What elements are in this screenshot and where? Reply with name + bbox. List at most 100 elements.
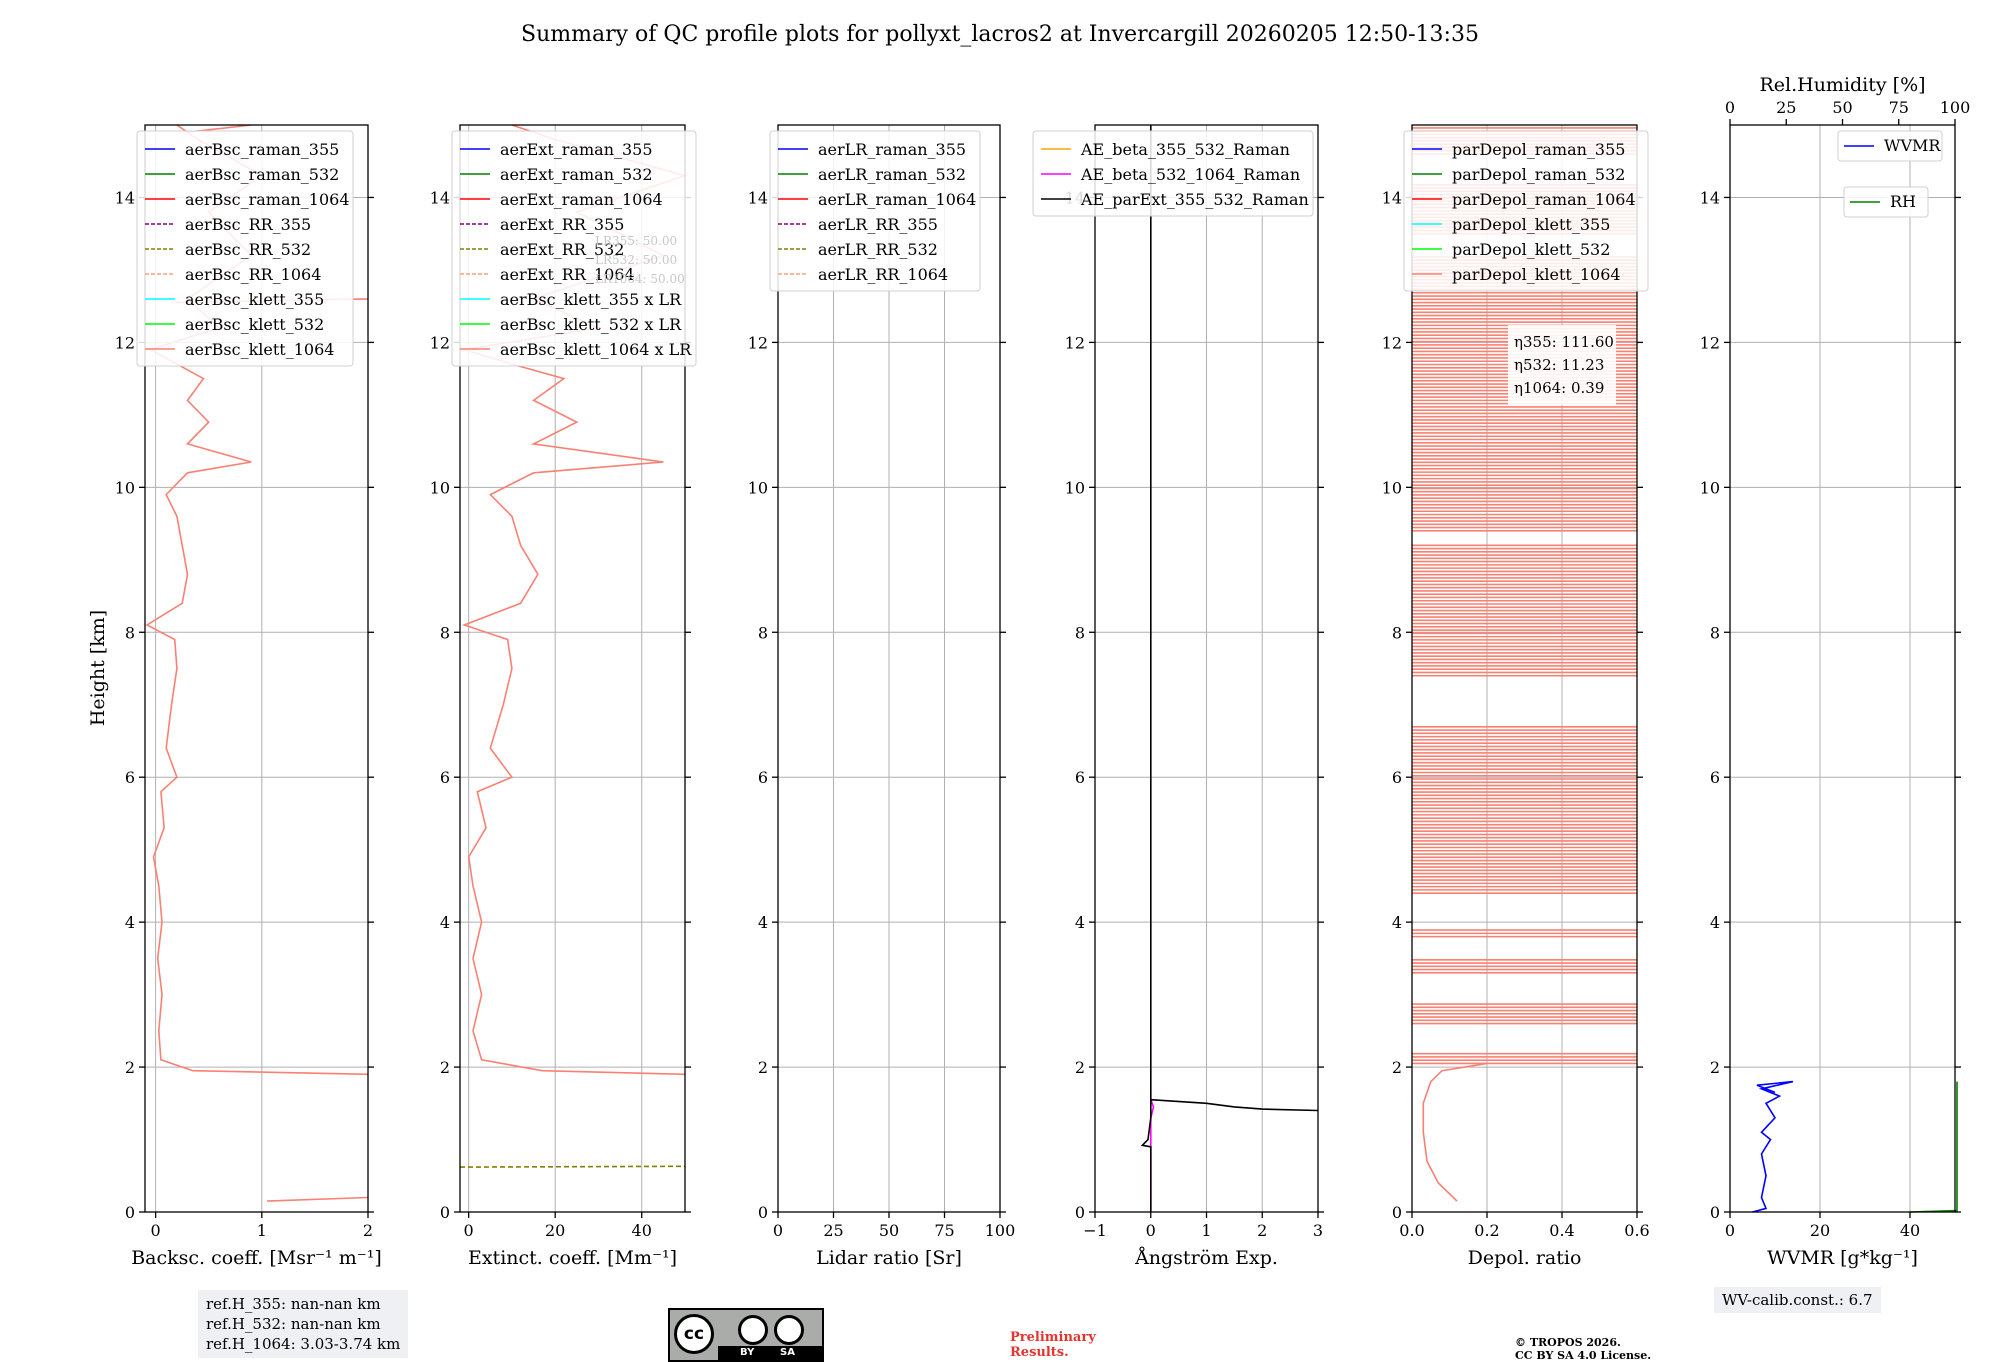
x-tick-label: −1 — [1083, 1221, 1107, 1240]
copyright-line-2: CC BY SA 4.0 License. — [1515, 1349, 1652, 1362]
plot-frame — [144, 124, 369, 1213]
x-tick-label: 0.2 — [1474, 1221, 1499, 1240]
eta-box — [1508, 325, 1616, 405]
share-alike-icon — [774, 1315, 804, 1345]
x-axis-label: Depol. ratio — [1468, 1247, 1582, 1269]
plot-frame — [1411, 124, 1638, 1213]
x-tick-label: 0 — [1146, 1221, 1156, 1240]
y-tick-label: 6 — [758, 768, 768, 787]
ref-height-532: ref.H_532: nan-nan km — [206, 1315, 381, 1333]
x-axis-label: Lidar ratio [Sr] — [816, 1247, 962, 1269]
preliminary-line-1: Preliminary — [1010, 1330, 1096, 1345]
y-tick-label: 6 — [1075, 768, 1085, 787]
y-tick-label: 10 — [1065, 478, 1085, 497]
top-x-tick-label: 50 — [1832, 98, 1852, 117]
x-tick-label: 75 — [934, 1221, 954, 1240]
legend-entry: aerExt_raman_1064 — [500, 190, 663, 209]
y-tick-label: 10 — [1700, 478, 1720, 497]
panel-depol: 0 2 4 6 8 10 12 14 0.0 0.2 0.4 0.6 Depol. ratio parDe… — [1382, 124, 1650, 1269]
legend-entry: WVMR — [1884, 136, 1941, 155]
legend-entry: aerExt_RR_1064 — [500, 265, 635, 284]
series-line-WVMR — [1752, 1080, 1794, 1213]
legend-box — [1843, 186, 1929, 218]
y-tick-label: 10 — [115, 478, 135, 497]
y-tick-label: 0 — [440, 1203, 450, 1222]
ref-height-355: ref.H_355: nan-nan km — [206, 1295, 381, 1313]
top-x-tick-label: 75 — [1889, 98, 1909, 117]
y-tick-label: 2 — [1710, 1058, 1720, 1077]
x-tick-label: 0 — [773, 1221, 783, 1240]
ref-height-1064: ref.H_1064: 3.03-3.74 km — [206, 1335, 401, 1353]
x-tick-label: 50 — [879, 1221, 899, 1240]
legend-entry: parDepol_klett_355 — [1452, 215, 1610, 234]
lidar-ratio-note: LR1064: 50.00 — [595, 272, 685, 286]
x-tick-label: 1 — [1201, 1221, 1211, 1240]
legend-box — [451, 130, 697, 367]
y-tick-label: 6 — [440, 768, 450, 787]
legend-entry: parDepol_raman_355 — [1452, 140, 1625, 159]
legend-box — [1032, 130, 1314, 217]
cc-logo-icon: cc — [674, 1314, 714, 1354]
preliminary-line-2: Results. — [1010, 1345, 1069, 1360]
legend-entry: parDepol_raman_1064 — [1452, 190, 1636, 209]
top-x-axis-label: Rel.Humidity [%] — [1759, 74, 1925, 96]
x-tick-label: 40 — [632, 1221, 652, 1240]
y-axis-label: Height [km] — [87, 610, 109, 726]
x-axis-label: Ångström Exp. — [1134, 1247, 1278, 1269]
legend-entry: aerLR_RR_1064 — [818, 265, 948, 284]
legend-entry: aerLR_raman_355 — [818, 140, 966, 159]
x-tick-label: 3 — [1313, 1221, 1323, 1240]
cc-license-badge: cc BY SA — [668, 1308, 824, 1362]
eta-value: η355: 111.60 — [1514, 333, 1614, 351]
legend-entry: aerExt_RR_532 — [500, 240, 624, 259]
panel-wv: 0 2 4 6 8 10 12 14 0 20 40 WVMR [g*kg⁻¹] 0 25 50 75 100 R… — [1700, 74, 1971, 1269]
y-tick-label: 14 — [115, 188, 135, 207]
x-tick-label: 0.4 — [1549, 1221, 1574, 1240]
y-tick-label: 4 — [125, 913, 135, 932]
x-tick-label: 0.0 — [1399, 1221, 1424, 1240]
lidar-ratio-note: LR532: 50.00 — [595, 253, 677, 267]
x-tick-label: 0 — [464, 1221, 474, 1240]
x-tick-label: 2 — [363, 1221, 373, 1240]
legend-entry: aerBsc_raman_1064 — [185, 190, 350, 209]
y-tick-label: 10 — [1382, 478, 1402, 497]
x-axis-label: WVMR [g*kg⁻¹] — [1767, 1247, 1918, 1269]
series-line-parDepol_klett_1064 — [1422, 1062, 1488, 1202]
y-tick-label: 0 — [1075, 1203, 1085, 1222]
legend-entry: AE_beta_532_1064_Raman — [1080, 165, 1300, 184]
legend-entry: aerBsc_raman_532 — [185, 165, 339, 184]
y-tick-label: 4 — [1392, 913, 1402, 932]
top-x-tick-label: 100 — [1940, 98, 1971, 117]
y-tick-label: 14 — [430, 188, 450, 207]
legend-box — [136, 130, 354, 367]
legend-entry: aerExt_raman_532 — [500, 165, 653, 184]
legend-entry: aerBsc_klett_355 — [185, 290, 324, 309]
y-tick-label: 2 — [125, 1058, 135, 1077]
y-tick-label: 6 — [1392, 768, 1402, 787]
legend-entry: aerBsc_RR_532 — [185, 240, 311, 259]
copyright-note: © TROPOS 2026. CC BY SA 4.0 License. — [1515, 1336, 1651, 1362]
legend-entry: aerLR_raman_1064 — [818, 190, 976, 209]
y-tick-label: 12 — [115, 333, 135, 352]
legend-box — [769, 130, 981, 292]
legend-entry: aerBsc_klett_532 x LR — [500, 315, 682, 334]
legend-entry: AE_beta_355_532_Raman — [1080, 140, 1290, 159]
y-tick-label: 12 — [430, 333, 450, 352]
panel-lr: 0 2 4 6 8 10 12 14 0 25 50 75 100 Lidar ratio [Sr] aer… — [748, 124, 1015, 1269]
legend-entry: aerBsc_klett_1064 — [185, 340, 334, 359]
y-tick-label: 14 — [748, 188, 768, 207]
figure-title: Summary of QC profile plots for pollyxt_… — [521, 22, 1479, 47]
legend-entry: aerBsc_RR_355 — [185, 215, 311, 234]
legend-entry: AE_parExt_355_532_Raman — [1080, 190, 1309, 209]
y-tick-label: 10 — [748, 478, 768, 497]
y-tick-label: 6 — [1710, 768, 1720, 787]
license-by-label: BY — [740, 1347, 755, 1358]
copyright-line-1: © TROPOS 2026. — [1515, 1336, 1621, 1349]
y-tick-label: 8 — [1392, 623, 1402, 642]
preliminary-note: Preliminary Results. — [1010, 1330, 1096, 1360]
y-tick-label: 4 — [1710, 913, 1720, 932]
panel-ext: 0 2 4 6 8 10 12 14 0 20 40 Extinct. coeff. [Mm⁻¹] ae… — [430, 124, 697, 1269]
legend-box — [1403, 130, 1649, 292]
license-sa-label: SA — [780, 1347, 795, 1358]
legend-entry: parDepol_raman_532 — [1452, 165, 1625, 184]
